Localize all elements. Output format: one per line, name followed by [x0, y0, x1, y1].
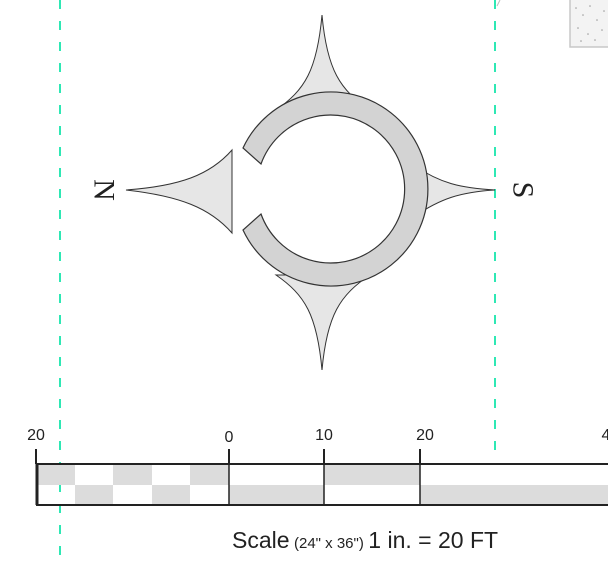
north-label: N — [88, 179, 121, 201]
stray-line — [497, 0, 500, 6]
scale-tick-label: 0 — [225, 429, 234, 446]
scale-tick-label: 20 — [27, 427, 45, 444]
scale-caption: Scale (24" x 36") 1 in. = 20 FT — [232, 527, 498, 554]
scale-caption-prefix: Scale — [232, 527, 290, 553]
south-label: S — [507, 182, 540, 199]
scale-bar: 20 0 10 20 4 — [27, 427, 608, 505]
scale-tick-label: 20 — [416, 427, 434, 444]
compass-ring — [243, 92, 428, 286]
compass-bottom-point — [276, 275, 370, 370]
scale-caption-ratio: 1 in. = 20 FT — [368, 527, 498, 553]
hatched-block — [570, 0, 608, 47]
scale-tick-label: 10 — [315, 427, 333, 444]
scale-caption-sheet: (24" x 36") — [294, 535, 364, 552]
compass-north-point — [126, 150, 232, 233]
scale-tick-label: 4 — [602, 427, 608, 444]
compass-rose — [126, 15, 495, 370]
